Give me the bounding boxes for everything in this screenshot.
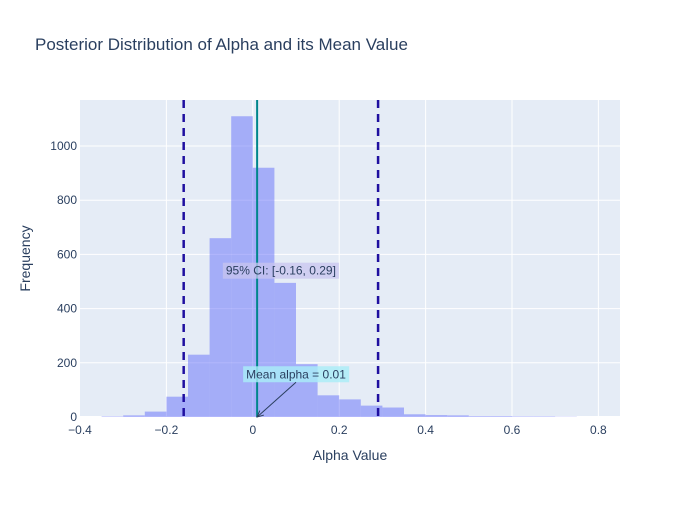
y-tick-label: 200 — [57, 356, 77, 370]
histogram-bar — [145, 412, 167, 417]
histogram-bar — [318, 395, 340, 417]
x-tick-label: 0 — [249, 423, 256, 437]
histogram-bar — [469, 416, 491, 417]
histogram-bar — [404, 414, 426, 417]
histogram-bar — [188, 355, 210, 417]
histogram-bar — [339, 399, 361, 417]
histogram-bar — [512, 416, 534, 417]
x-tick-label: 0.2 — [331, 423, 348, 437]
ci-label: 95% CI: [-0.16, 0.29] — [226, 264, 336, 278]
mean-label: Mean alpha = 0.01 — [246, 367, 346, 381]
y-tick-label: 0 — [70, 410, 77, 424]
x-axis-title: Alpha Value — [313, 447, 388, 463]
plot-background — [80, 100, 620, 417]
histogram-bar — [123, 415, 145, 417]
histogram-bar — [274, 283, 296, 417]
histogram-bar — [534, 416, 556, 417]
histogram-bar — [490, 416, 512, 417]
y-tick-label: 400 — [57, 302, 77, 316]
y-tick-label: 600 — [57, 247, 77, 261]
histogram-bar — [382, 408, 404, 417]
x-tick-label: −0.4 — [68, 423, 92, 437]
x-tick-label: −0.2 — [155, 423, 179, 437]
x-tick-label: 0.8 — [590, 423, 607, 437]
histogram-bar — [426, 415, 448, 417]
histogram-bar — [102, 416, 124, 417]
y-tick-label: 800 — [57, 193, 77, 207]
chart-title: Posterior Distribution of Alpha and its … — [35, 35, 408, 54]
x-tick-label: 0.6 — [504, 423, 521, 437]
x-tick-label: 0.4 — [417, 423, 434, 437]
histogram-bar — [447, 415, 469, 417]
y-tick-label: 1000 — [50, 139, 77, 153]
y-axis-title: Frequency — [17, 225, 33, 291]
